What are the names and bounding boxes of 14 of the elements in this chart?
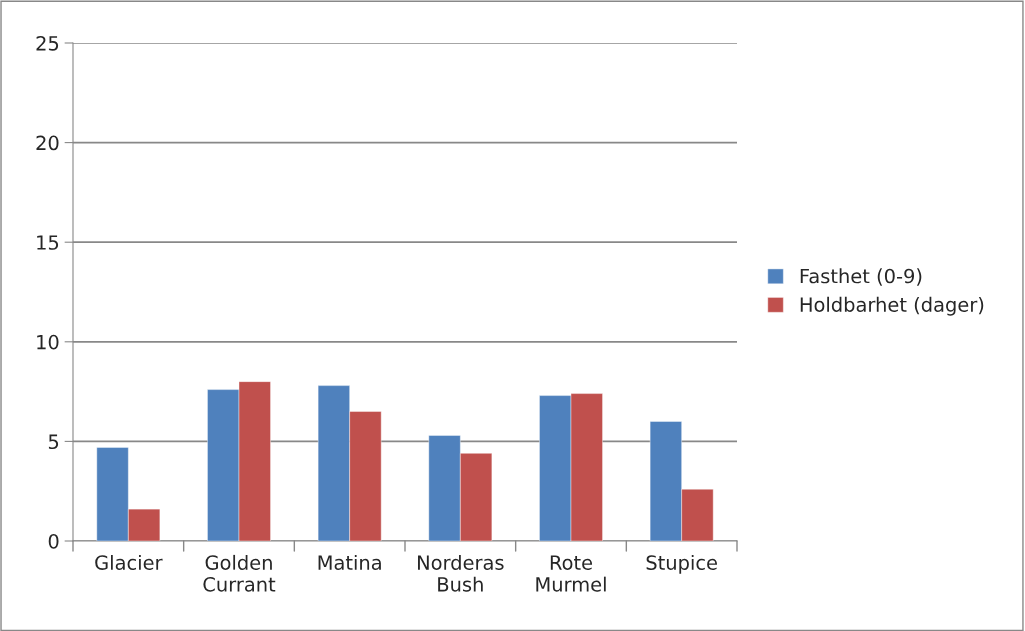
y-tick-label: 15: [37, 235, 59, 250]
x-tick-label: Rote Murmel: [536, 555, 606, 592]
legend-label: Holdbarhet (dager): [800, 296, 984, 316]
x-tick-label: Stupice: [646, 554, 717, 574]
x-tick-label: Glacier: [95, 554, 163, 570]
x-tick-label: Norderas Bush: [418, 554, 504, 592]
y-tick-label: 25: [36, 35, 59, 51]
y-tick-label: 10: [37, 334, 59, 350]
legend-label: Fasthet (0-9): [800, 268, 922, 286]
y-tick-label: 20: [36, 135, 59, 151]
y-tick-label: 5: [48, 434, 59, 450]
x-tick-label: Golden Currant: [203, 554, 276, 592]
x-tick-label: Matina: [318, 554, 381, 570]
y-tick-label: 0: [48, 533, 59, 549]
